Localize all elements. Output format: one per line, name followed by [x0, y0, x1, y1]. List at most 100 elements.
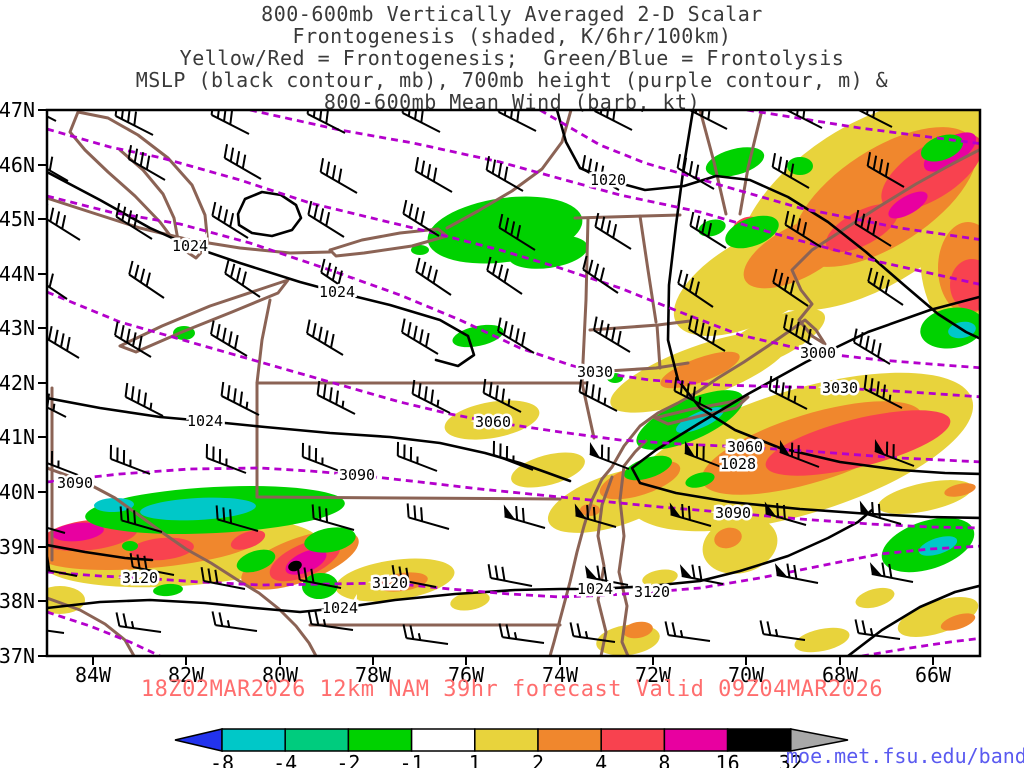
wind-barb — [210, 320, 248, 357]
credit-url[interactable]: moe.met.fsu.edu/banding — [786, 744, 1024, 768]
colorbar-segment — [600, 728, 666, 752]
lat-label: 38N — [0, 589, 35, 613]
wind-barb — [319, 158, 358, 194]
mslp-contour — [630, 295, 980, 520]
wind-barb — [874, 438, 915, 467]
shaded-patch — [304, 527, 356, 553]
colorbar: -8 -4 -2 -1 1 2 4 8 16 32 — [174, 728, 849, 768]
wind-barb — [854, 209, 892, 247]
wind-barb — [486, 256, 523, 295]
coastline-path — [622, 439, 648, 468]
shaded-patch — [52, 522, 104, 542]
height-contour — [249, 110, 980, 286]
contour-label: 1024 — [319, 283, 355, 301]
wind-barb — [47, 115, 57, 122]
wind-barb — [774, 563, 819, 584]
colorbar-segment — [284, 728, 350, 752]
wind-barb — [574, 503, 617, 528]
mslp-contour — [236, 190, 303, 238]
shaded-patch — [450, 591, 490, 611]
contour-label: 1024 — [172, 237, 208, 255]
wind-barb — [401, 110, 441, 133]
wind-barb — [128, 260, 165, 299]
wind-barb — [414, 157, 453, 193]
contour-label: 3060 — [727, 438, 763, 456]
wind-barbs — [47, 110, 915, 645]
wind-barb — [129, 553, 175, 576]
lat-label: 40N — [0, 480, 35, 504]
lon-label: 72W — [635, 663, 672, 687]
wind-barb — [487, 564, 533, 587]
colorbar-segment — [410, 728, 476, 752]
mslp-contour — [846, 584, 980, 656]
wind-barb — [498, 213, 536, 251]
wind-barb — [676, 154, 715, 190]
wind-barb — [689, 211, 727, 249]
coastline-path — [638, 214, 658, 324]
coastline-path — [118, 278, 290, 354]
lat-label: 39N — [0, 535, 35, 559]
mslp-contour — [47, 508, 874, 614]
wind-barb — [679, 564, 724, 585]
wind-barb — [497, 317, 535, 354]
wind-barb — [684, 440, 725, 469]
wind-barb — [669, 502, 712, 527]
wind-barb — [47, 629, 65, 634]
coastline-path — [47, 466, 318, 656]
wind-barb — [485, 156, 524, 192]
coastline-path — [68, 110, 210, 260]
wind-barb — [127, 145, 166, 181]
wind-barb — [119, 506, 163, 533]
height-contours — [47, 110, 980, 656]
shaded-patch — [94, 497, 134, 513]
colorbar-label: -1 — [400, 751, 424, 768]
mslp-contour — [47, 396, 572, 483]
wind-barb — [498, 623, 545, 644]
wind-barb — [223, 144, 262, 180]
wind-barb — [863, 374, 903, 409]
shaded-patch — [623, 621, 653, 639]
shaded-patch — [411, 245, 429, 255]
coastline-path — [738, 110, 764, 216]
coastline-path — [47, 196, 332, 255]
coastline-path — [596, 475, 614, 656]
height-contour — [861, 636, 980, 656]
wind-barb — [301, 442, 343, 473]
shaded-patch — [452, 324, 504, 348]
contour-label: 3090 — [339, 466, 375, 484]
lat-label: 46N — [0, 153, 35, 177]
wind-barb — [869, 562, 914, 583]
wind-barb — [47, 153, 69, 182]
coastline-path — [580, 216, 596, 440]
shaded-patch — [122, 541, 138, 551]
title-line-2: Frontogenesis (shaded, K/6hr/100km) — [292, 24, 732, 48]
wind-barb — [768, 375, 808, 410]
title-line-4: MSLP (black contour, mb), 700mb height (… — [135, 68, 889, 92]
wind-barb — [47, 526, 66, 534]
coastline-path — [255, 298, 272, 385]
wind-barb — [759, 620, 806, 641]
wind-barb — [114, 110, 154, 136]
wind-barb — [211, 201, 249, 239]
wind-barb — [867, 267, 904, 306]
wind-barb — [764, 501, 807, 526]
shaded-patch — [685, 472, 715, 488]
wind-barb — [866, 152, 905, 188]
lon-label: 82W — [168, 663, 205, 687]
wind-barb — [47, 203, 81, 241]
wind-barb — [115, 612, 162, 633]
wind-barb — [210, 110, 250, 135]
shaded-patch — [508, 235, 588, 269]
lon-label: 76W — [448, 663, 485, 687]
contour-label: 1024 — [187, 412, 223, 430]
shaded-patch — [140, 497, 256, 521]
title-line-1: 800-600mb Vertically Averaged 2-D Scalar — [261, 2, 763, 26]
lon-label: 70W — [728, 663, 765, 687]
wind-barb — [47, 450, 79, 476]
wind-barb — [784, 210, 822, 248]
wind-barb — [497, 110, 537, 132]
shaded-patch — [918, 536, 958, 556]
colorbar-segment — [221, 728, 286, 752]
lon-label: 84W — [75, 663, 112, 687]
colorbar-label: 2 — [532, 751, 544, 768]
